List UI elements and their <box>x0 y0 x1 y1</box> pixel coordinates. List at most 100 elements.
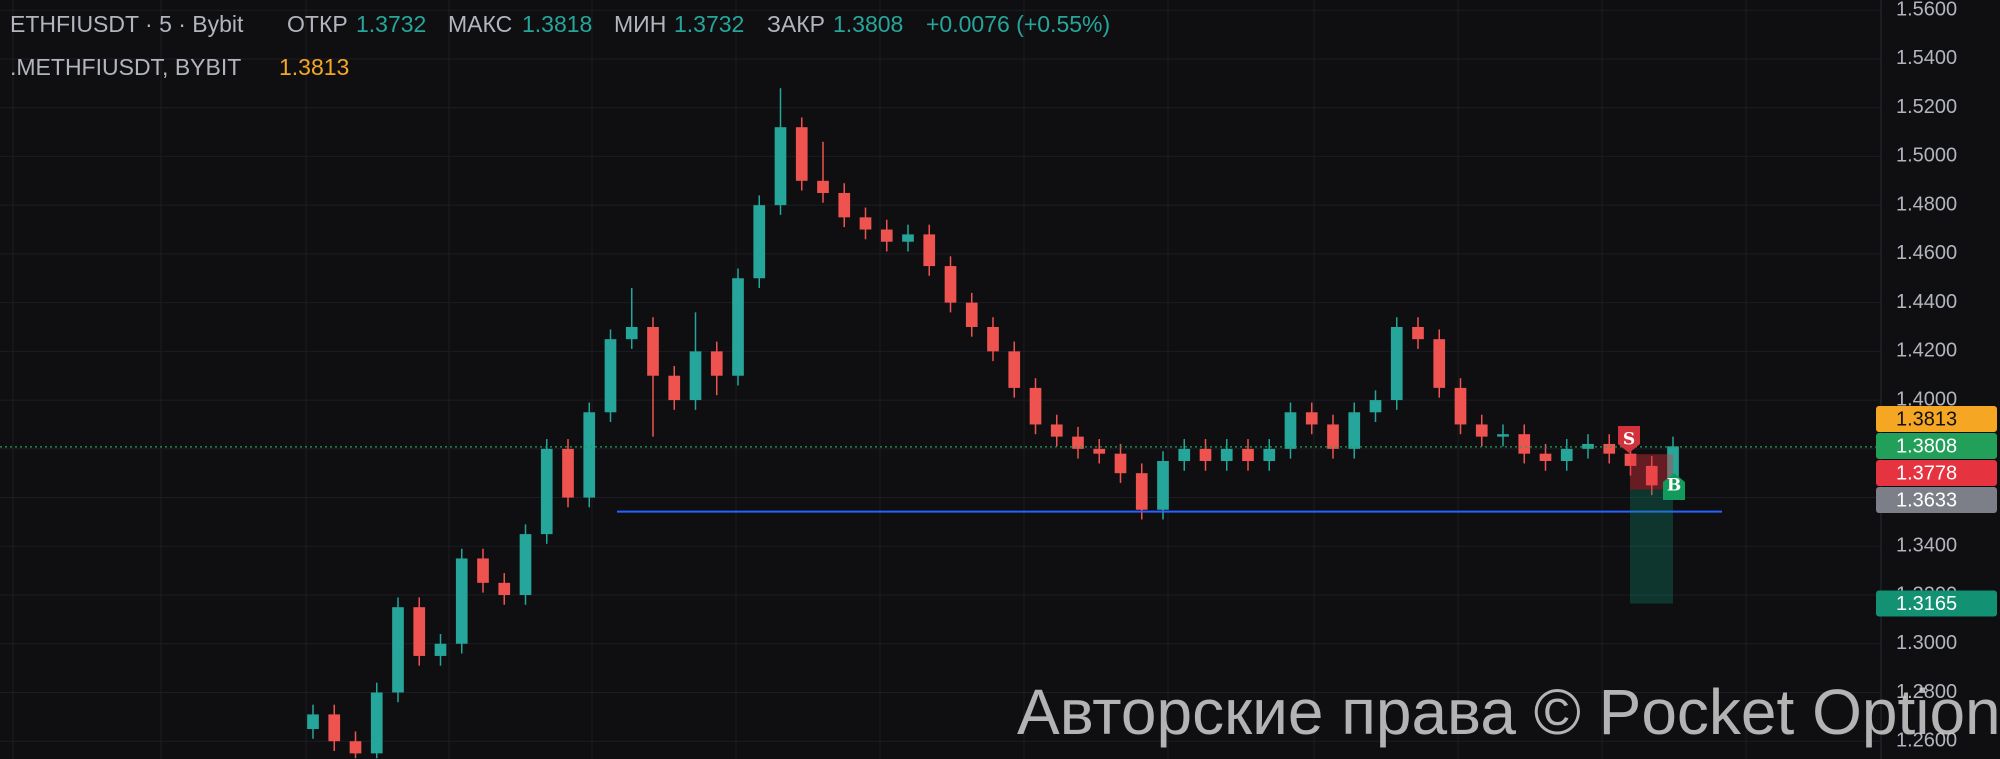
candle-body <box>1220 448 1233 462</box>
close-label: ЗАКР <box>767 11 825 37</box>
candle-body <box>1157 461 1169 510</box>
candle-body <box>540 448 553 535</box>
candle-body <box>583 412 596 498</box>
y-tick-label: 1.2800 <box>1896 681 1957 703</box>
open-value: 1.3732 <box>356 11 426 37</box>
candle-body <box>795 127 808 181</box>
candle-body <box>519 534 532 596</box>
price-label: 1.3633 <box>1896 489 1957 511</box>
candle-body <box>1114 453 1127 474</box>
candle-body <box>498 582 511 596</box>
trade-marker <box>1618 426 1640 453</box>
price-label-box <box>1876 590 1997 617</box>
candle-body <box>1560 448 1573 462</box>
y-tick-label: 1.2600 <box>1896 729 1957 751</box>
candle-body <box>1093 448 1106 454</box>
y-tick-label: 1.4800 <box>1896 193 1957 215</box>
open-label: ОТКР <box>287 11 348 37</box>
candle-body <box>880 229 893 242</box>
candle-body <box>859 217 872 230</box>
header: ETHFIUSDT · 5 · Bybit ОТКР 1.3732 МАКС 1… <box>10 11 1110 80</box>
candle-body <box>1178 448 1191 462</box>
y-tick-label: 1.4600 <box>1896 242 1957 264</box>
candle-body <box>1072 436 1084 449</box>
price-label-box <box>1876 433 1997 459</box>
candle-body <box>370 692 383 754</box>
candle-body <box>625 326 638 340</box>
y-tick-label: 1.5400 <box>1896 47 1957 69</box>
y-tick-label: 1.3000 <box>1896 632 1957 654</box>
candle-body <box>1582 443 1594 449</box>
symbol: ETHFIUSDT · 5 · Bybit <box>10 11 244 37</box>
price-label: 1.3808 <box>1896 435 1957 457</box>
candle-body <box>562 448 574 498</box>
candle-body <box>902 234 914 242</box>
change: +0.0076 (+0.55%) <box>926 11 1110 37</box>
candle-body <box>1518 434 1531 454</box>
candle-body <box>923 234 936 267</box>
y-tick-label: 1.4400 <box>1896 291 1957 313</box>
price-label: 1.3778 <box>1896 462 1957 484</box>
candle-body <box>349 741 362 754</box>
candle-body <box>668 375 681 401</box>
candle-body <box>1135 473 1148 510</box>
trade-marker-label: S <box>1623 430 1635 450</box>
price-label-box <box>1876 406 1997 432</box>
y-tick-label: 1.5600 <box>1896 0 1957 21</box>
candle-body <box>455 558 468 644</box>
y-tick-label: 1.3400 <box>1896 535 1957 557</box>
price-label-box <box>1876 460 1997 486</box>
y-tick-label: 1.4200 <box>1896 340 1957 362</box>
candle-body <box>774 127 787 206</box>
candle-body <box>987 326 999 352</box>
target-zone <box>1630 489 1673 604</box>
candle-body <box>965 302 978 327</box>
candle-body <box>1390 326 1403 401</box>
indicator-value: 1.3813 <box>279 54 349 80</box>
candle-body <box>604 339 617 413</box>
close-value: 1.3808 <box>833 11 903 37</box>
candle-body <box>1348 412 1361 449</box>
candle-body <box>1433 339 1446 388</box>
candle-body <box>1454 387 1467 425</box>
price-label: 1.3165 <box>1896 593 1957 615</box>
candle-body <box>838 192 851 218</box>
trade-marker <box>1663 473 1685 500</box>
candle-body <box>434 643 447 656</box>
candle-body <box>392 607 404 693</box>
candle-body <box>1645 465 1658 486</box>
candle-body <box>1497 434 1509 437</box>
candle-body <box>1369 400 1382 413</box>
candle-body <box>1029 387 1042 425</box>
candle-body <box>1475 424 1488 437</box>
candle-body <box>710 351 723 376</box>
plot: SB <box>0 88 1881 759</box>
indicator: .METHFIUSDT, BYBIT <box>10 54 241 80</box>
candle-body <box>1667 446 1679 486</box>
candle-body <box>1284 412 1297 449</box>
candle-body <box>1412 326 1424 340</box>
candle-body <box>1008 351 1021 388</box>
candle-body <box>1050 424 1063 437</box>
candle-body <box>1242 448 1254 462</box>
candle-body <box>328 714 341 742</box>
grid <box>0 0 1881 759</box>
candle-body <box>1624 453 1637 466</box>
candle-body <box>1305 412 1318 425</box>
candle-body <box>1603 443 1616 454</box>
low-label: МИН <box>614 11 666 37</box>
candle-body <box>817 180 829 193</box>
price-label: 1.3813 <box>1896 408 1957 430</box>
candle-body <box>689 351 702 401</box>
watermark: Авторские права © Pocket Option <box>1017 676 2000 748</box>
y-tick-label: 1.5000 <box>1896 145 1957 167</box>
high-value: 1.3818 <box>522 11 592 37</box>
candle-body <box>1263 448 1276 462</box>
candle-body <box>1199 448 1212 462</box>
candle-body <box>413 607 426 656</box>
candle-body <box>647 326 659 376</box>
price-axis <box>1881 0 2000 759</box>
candle-body <box>477 558 489 583</box>
